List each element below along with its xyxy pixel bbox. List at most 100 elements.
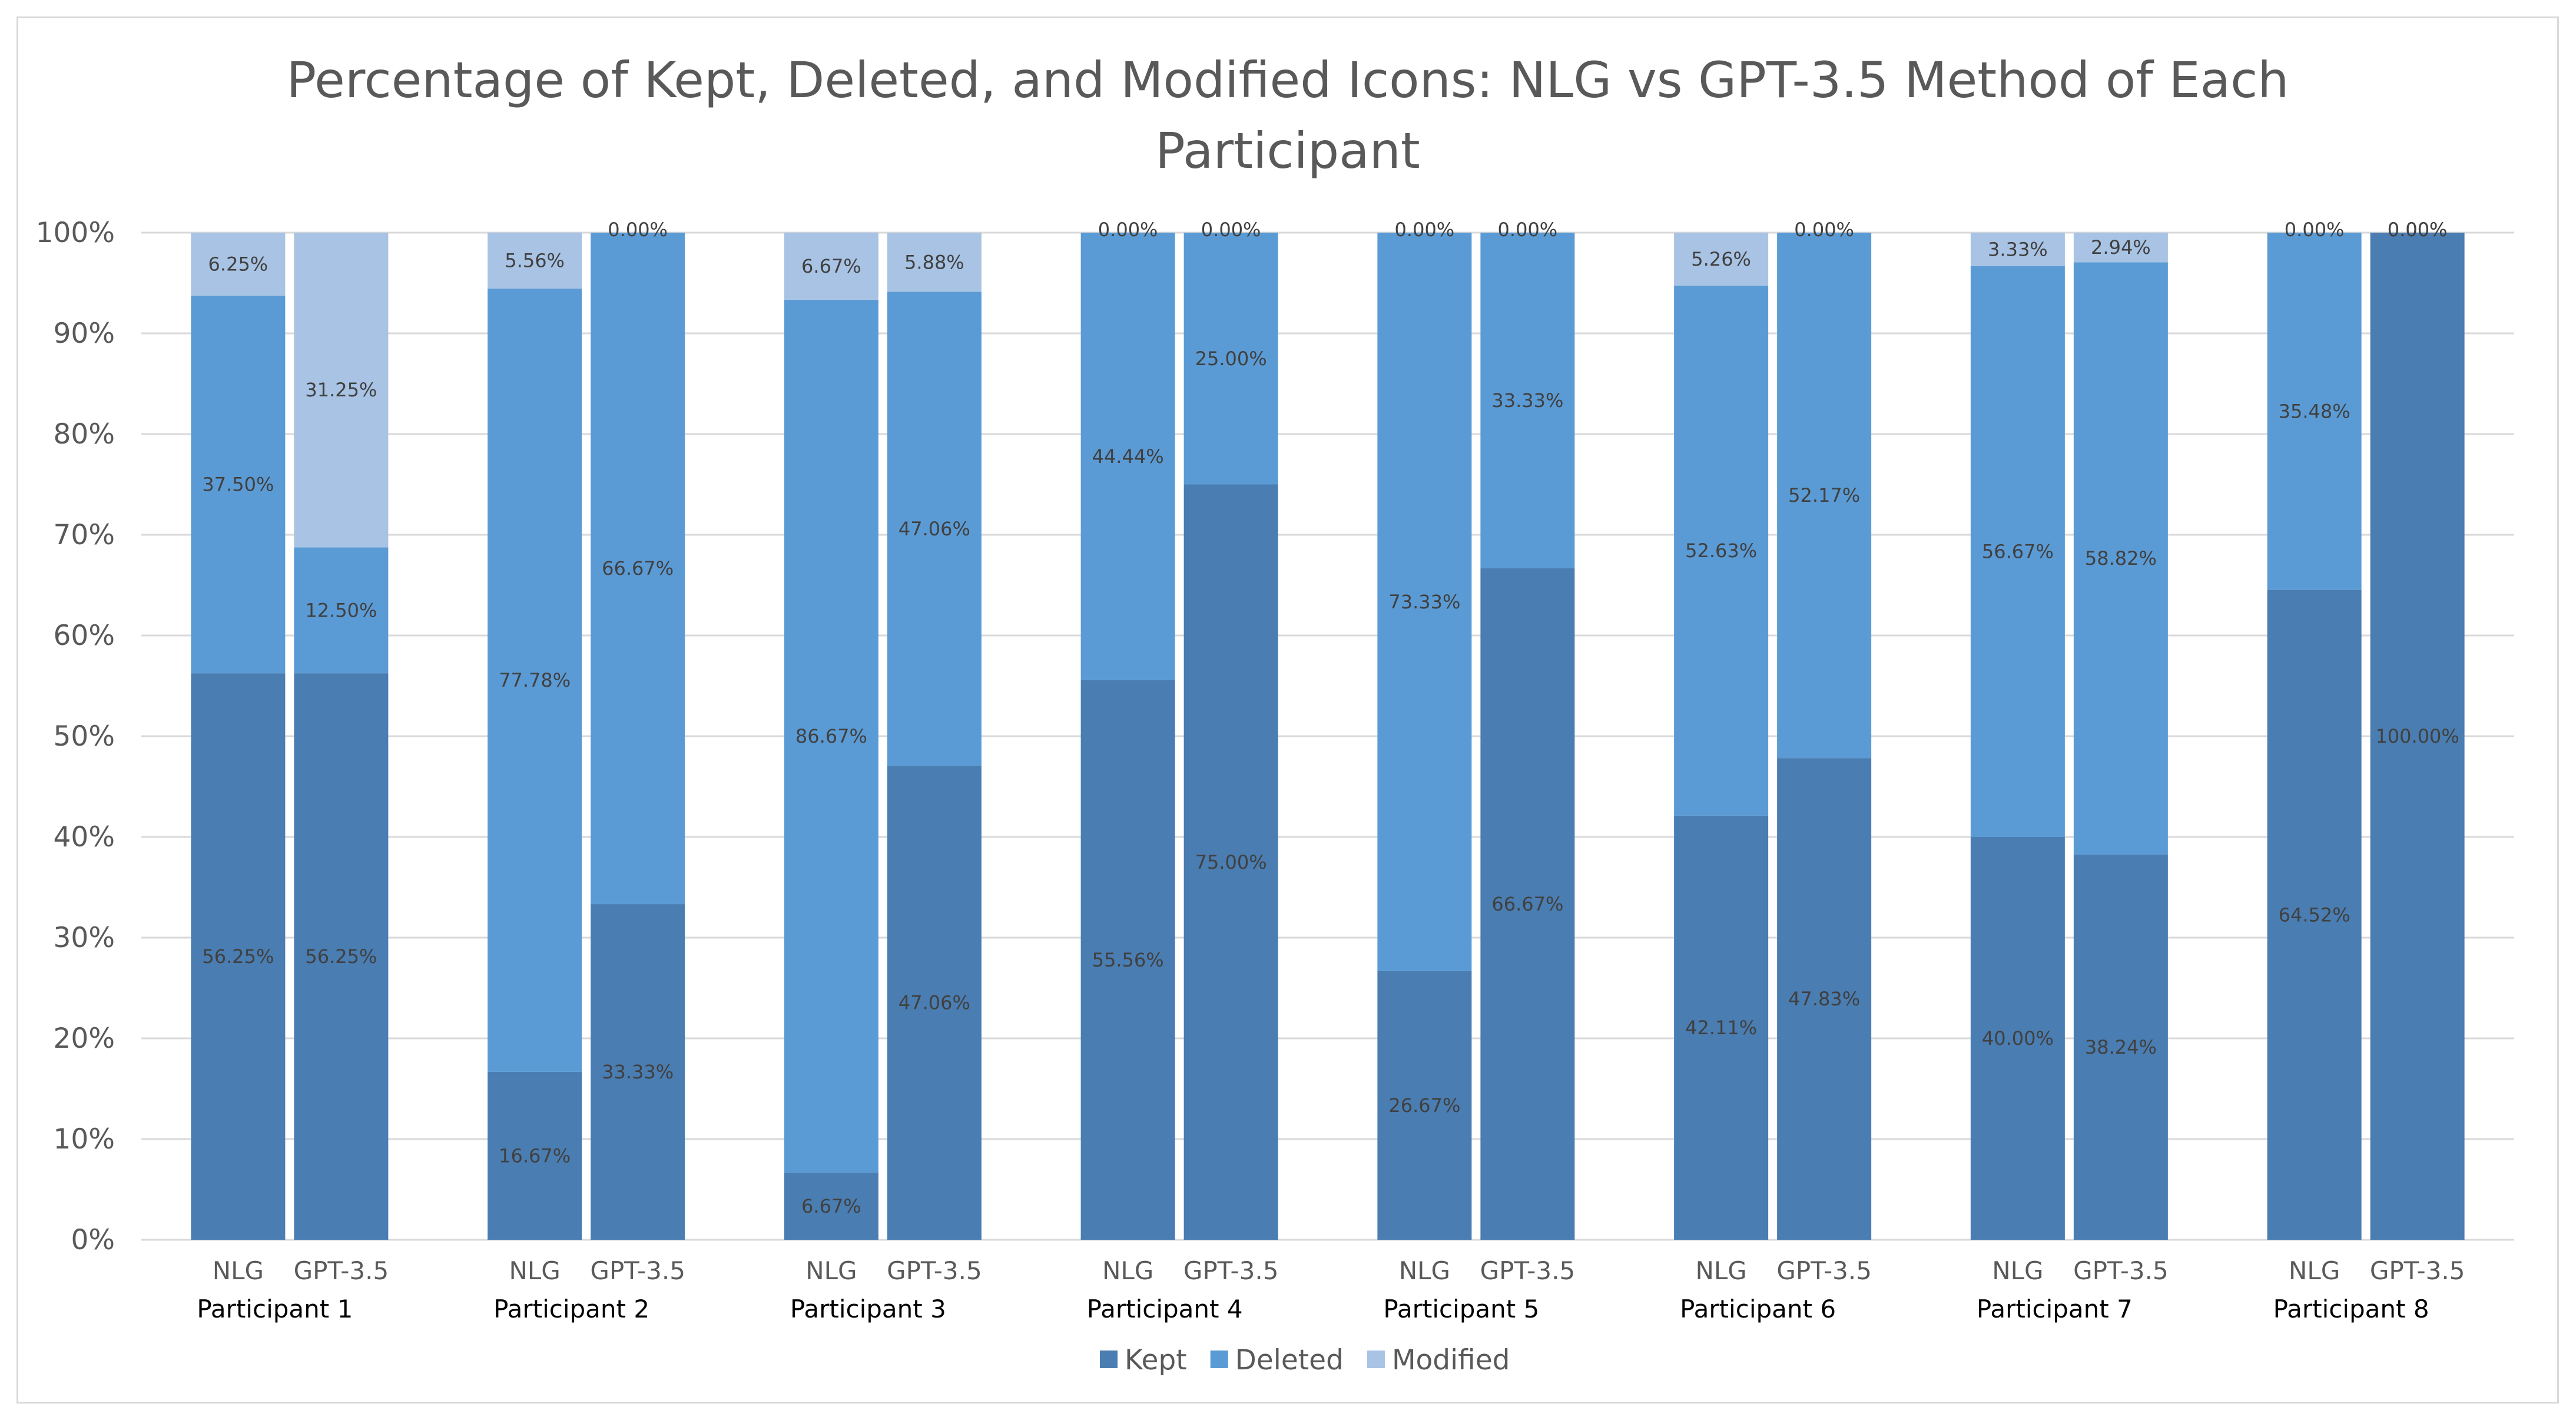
y-tick-label: 100% <box>36 217 115 249</box>
x-axis-labels: NLG GPT-3.5 Participant 1 NLG GPT-3.5 Partici… <box>197 1256 2465 1323</box>
bar-segment-deleted <box>1480 233 1575 568</box>
bar-segment-kept <box>2267 590 2362 1240</box>
data-label: 0.00% <box>2388 219 2448 241</box>
bar-segment-deleted <box>1080 233 1175 680</box>
x-category-label: NLG <box>1399 1256 1450 1285</box>
bar-segment-deleted <box>1183 233 1278 485</box>
bar-segment-kept <box>488 1071 582 1240</box>
bar-segment-modified <box>784 232 878 300</box>
x-category-label: NLG <box>1102 1256 1153 1285</box>
bar-segment-kept <box>1970 837 2065 1240</box>
data-label: 56.67% <box>1982 540 2054 562</box>
data-label: 35.48% <box>2279 400 2350 422</box>
bar-segment-modified <box>294 233 389 548</box>
x-category-label: NLG <box>509 1256 560 1285</box>
data-label: 6.25% <box>208 253 268 275</box>
data-label: 66.67% <box>1491 893 1563 915</box>
data-label: 42.11% <box>1685 1017 1757 1039</box>
data-label: 2.94% <box>2091 236 2151 259</box>
y-tick-label: 20% <box>54 1022 115 1055</box>
data-label: 16.67% <box>499 1144 571 1167</box>
bar-segment-deleted <box>1777 233 1872 759</box>
data-label: 64.52% <box>2279 903 2350 926</box>
data-label: 47.06% <box>899 518 970 540</box>
legend-label-deleted: Deleted <box>1235 1344 1344 1376</box>
bars: 56.25% 37.50% 6.25% 56.25% 12.50% 31.25% 16.67… <box>191 219 2465 1240</box>
bar-segment-deleted <box>784 299 878 1173</box>
x-category-label: GPT-3.5 <box>2370 1256 2465 1285</box>
x-category-label: GPT-3.5 <box>1183 1256 1279 1285</box>
x-category-label: GPT-3.5 <box>887 1256 982 1285</box>
x-category-label: NLG <box>1695 1256 1746 1285</box>
y-tick-label: 40% <box>54 821 115 853</box>
data-label: 25.00% <box>1195 347 1267 370</box>
x-group-label: Participant 2 <box>493 1295 649 1323</box>
data-label: 0.00% <box>1098 219 1158 241</box>
bar-segment-modified <box>887 233 982 292</box>
data-label: 3.33% <box>1988 238 2048 260</box>
x-category-label: GPT-3.5 <box>294 1256 389 1285</box>
bar-segment-deleted <box>488 288 582 1072</box>
bar-segment-kept <box>1674 815 1769 1240</box>
data-label: 6.67% <box>801 1195 861 1217</box>
bar-segment-kept <box>1777 758 1872 1240</box>
bar-segment-deleted <box>591 233 685 905</box>
data-label: 0.00% <box>2285 219 2345 241</box>
bar-segment-deleted <box>294 547 389 674</box>
y-tick-label: 50% <box>54 720 115 753</box>
bar-segment-deleted <box>1377 233 1472 971</box>
data-label: 0.00% <box>2388 219 2448 241</box>
x-category-label: GPT-3.5 <box>2073 1256 2169 1285</box>
data-label: 100.00% <box>2375 725 2459 747</box>
x-category-label: NLG <box>2289 1256 2340 1285</box>
x-category-label: GPT-3.5 <box>590 1256 685 1285</box>
x-category-label: GPT-3.5 <box>1776 1256 1872 1285</box>
bar-segment-kept <box>191 673 286 1240</box>
data-label: 6.67% <box>801 255 861 277</box>
data-label: 56.25% <box>305 945 377 968</box>
x-category-label: NLG <box>213 1256 264 1285</box>
legend-swatch-modified <box>1367 1351 1385 1368</box>
data-label: 38.24% <box>2085 1036 2157 1058</box>
bar-segment-kept <box>294 673 389 1240</box>
chart-title-line-2: Participant <box>1155 122 1420 180</box>
data-label: 37.50% <box>202 474 274 496</box>
y-tick-label: 60% <box>54 620 115 652</box>
bar-segment-modified <box>488 232 582 289</box>
data-label: 66.67% <box>602 557 674 580</box>
x-group-label: Participant 1 <box>197 1295 353 1323</box>
data-label: 0.00% <box>608 219 668 241</box>
bar-segment-deleted <box>1970 266 2065 837</box>
data-label: 47.06% <box>899 992 970 1014</box>
data-label: 47.83% <box>1788 988 1860 1010</box>
data-label: 0.00% <box>1201 219 1261 241</box>
x-group-label: Participant 4 <box>1087 1295 1243 1323</box>
bar-segment-deleted <box>191 295 286 674</box>
bar-segment-kept <box>887 766 982 1240</box>
data-label: 86.67% <box>795 725 867 747</box>
data-label: 5.88% <box>904 251 964 273</box>
legend-label-kept: Kept <box>1125 1344 1187 1376</box>
data-label: 5.56% <box>505 249 565 272</box>
bar-segment-modified <box>1674 233 1769 286</box>
bar-segment-kept <box>2073 855 2168 1240</box>
data-label: 33.33% <box>1491 389 1563 412</box>
bar-segment-kept <box>591 904 685 1240</box>
x-group-label: Participant 8 <box>2273 1295 2429 1323</box>
legend-swatch-kept <box>1100 1351 1118 1368</box>
x-group-label: Participant 6 <box>1680 1295 1836 1323</box>
data-label: 0.00% <box>1498 219 1558 241</box>
data-label: 52.17% <box>1788 484 1860 507</box>
y-tick-label: 0% <box>71 1224 115 1256</box>
legend: Kept Deleted Modified <box>1100 1344 1510 1376</box>
data-label: 31.25% <box>305 379 377 401</box>
data-label: 40.00% <box>1982 1027 2054 1050</box>
bar-segment-kept <box>2370 233 2465 1240</box>
x-category-label: GPT-3.5 <box>1480 1256 1576 1285</box>
data-label: 55.56% <box>1092 949 1164 971</box>
legend-swatch-deleted <box>1210 1351 1228 1368</box>
bar-segment-deleted <box>1674 285 1769 816</box>
bar-segment-kept <box>1183 484 1278 1240</box>
data-label: 56.25% <box>202 945 274 968</box>
